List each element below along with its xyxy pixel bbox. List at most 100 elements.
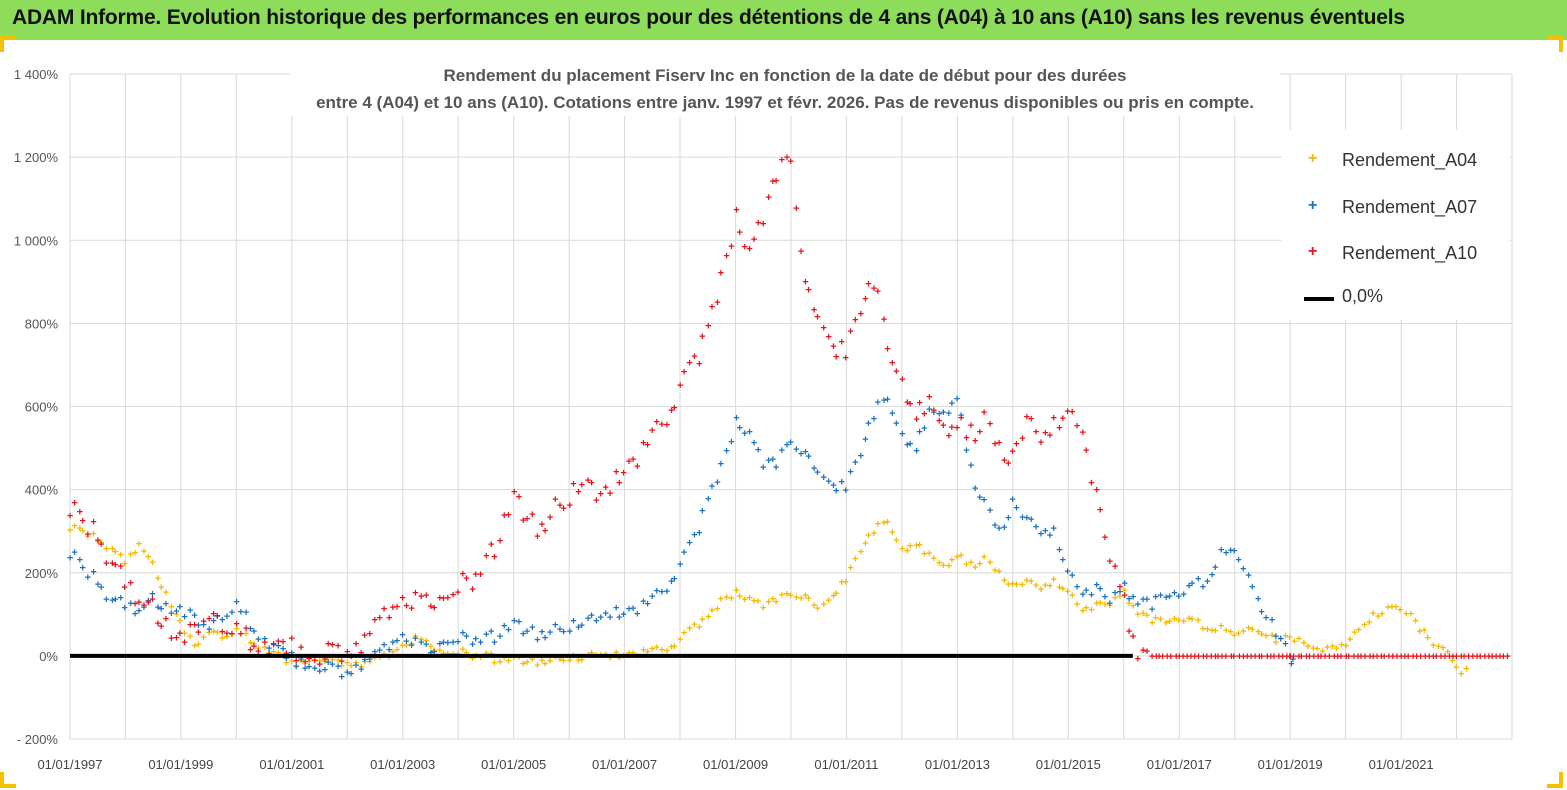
- data-point-marker: +: [1164, 651, 1170, 663]
- data-point-marker: +: [516, 652, 522, 664]
- data-point-marker: +: [317, 656, 323, 668]
- data-point-marker: +: [325, 652, 331, 664]
- data-point-marker: +: [71, 547, 77, 559]
- data-point-marker: +: [654, 642, 660, 654]
- data-point-marker: +: [1276, 651, 1282, 663]
- data-point-marker: +: [705, 611, 711, 623]
- data-point-marker: +: [1056, 544, 1062, 556]
- data-point-marker: +: [916, 540, 922, 552]
- data-point-marker: +: [696, 622, 702, 634]
- data-point-marker: +: [916, 426, 922, 438]
- data-point-marker: +: [830, 341, 836, 353]
- data-point-marker: +: [893, 366, 899, 378]
- data-point-marker: +: [588, 648, 594, 660]
- data-point-marker: +: [1094, 580, 1100, 592]
- data-point-marker: +: [1047, 430, 1053, 442]
- data-point-marker: +: [262, 633, 268, 645]
- data-point-marker: +: [949, 422, 955, 434]
- data-point-marker: +: [450, 637, 456, 649]
- data-point-marker: +: [1240, 563, 1246, 575]
- data-point-marker: +: [977, 492, 983, 504]
- data-point-marker: +: [1094, 485, 1100, 497]
- data-point-marker: +: [1256, 651, 1262, 663]
- data-point-marker: +: [121, 559, 127, 571]
- data-point-marker: +: [1212, 651, 1218, 663]
- data-point-marker: +: [353, 657, 359, 669]
- data-point-marker: +: [1263, 612, 1269, 624]
- data-point-marker: +: [613, 602, 619, 614]
- data-point-marker: +: [1235, 628, 1241, 640]
- data-point-marker: +: [399, 640, 405, 652]
- data-point-marker: +: [1074, 421, 1080, 433]
- data-point-marker: +: [1301, 637, 1307, 649]
- data-point-marker: +: [1338, 639, 1344, 651]
- data-point-marker: +: [640, 596, 646, 608]
- data-point-marker: +: [195, 620, 201, 632]
- data-point-marker: +: [1228, 651, 1234, 663]
- data-point-marker: +: [214, 627, 220, 639]
- data-point-marker: +: [1130, 600, 1136, 612]
- data-point-marker: +: [542, 633, 548, 645]
- data-point-marker: +: [784, 589, 790, 601]
- data-point-marker: +: [1001, 575, 1007, 587]
- plus-marker-icon: +: [1308, 197, 1318, 214]
- data-point-marker: +: [1042, 526, 1048, 538]
- data-point-marker: +: [547, 512, 553, 524]
- data-point-marker: +: [440, 637, 446, 649]
- data-point-marker: +: [312, 655, 318, 667]
- data-point-marker: +: [1117, 582, 1123, 594]
- data-point-marker: +: [335, 655, 341, 667]
- data-point-marker: +: [1033, 580, 1039, 592]
- data-point-marker: +: [567, 500, 573, 512]
- data-point-marker: +: [968, 460, 974, 472]
- data-point-marker: +: [469, 639, 475, 651]
- data-point-marker: +: [168, 633, 174, 645]
- data-point-marker: +: [283, 658, 289, 670]
- data-point-marker: +: [77, 555, 83, 567]
- data-point-marker: +: [613, 647, 619, 659]
- data-point-marker: +: [871, 413, 877, 425]
- data-point-marker: +: [893, 418, 899, 430]
- data-point-marker: +: [668, 576, 674, 588]
- data-point-marker: +: [1121, 585, 1127, 597]
- data-point-marker: +: [1088, 605, 1094, 617]
- data-point-marker: +: [1013, 503, 1019, 515]
- data-point-marker: +: [1227, 545, 1233, 557]
- data-point-marker: +: [557, 654, 563, 666]
- data-point-marker: +: [913, 446, 919, 458]
- data-point-marker: +: [1153, 651, 1159, 663]
- data-point-marker: +: [472, 633, 478, 645]
- data-point-marker: +: [814, 603, 820, 615]
- data-point-marker: +: [1245, 570, 1251, 582]
- data-point-marker: +: [1051, 412, 1057, 424]
- data-point-marker: +: [173, 609, 179, 621]
- data-point-marker: +: [1405, 651, 1411, 663]
- data-point-marker: +: [463, 647, 469, 659]
- data-point-marker: +: [262, 642, 268, 654]
- data-point-marker: +: [1444, 647, 1450, 659]
- data-point-marker: +: [302, 658, 308, 670]
- data-point-marker: +: [616, 477, 622, 489]
- data-point-marker: +: [570, 615, 576, 627]
- data-point-marker: +: [516, 492, 522, 504]
- data-point-marker: +: [798, 593, 804, 605]
- data-point-marker: +: [219, 633, 225, 645]
- chart-title-line: Rendement du placement Fiserv Inc en fon…: [443, 66, 1127, 85]
- data-point-marker: +: [1107, 556, 1113, 568]
- data-point-marker: +: [195, 639, 201, 651]
- data-point-marker: +: [1463, 664, 1469, 676]
- data-point-marker: +: [524, 626, 530, 638]
- data-point-marker: +: [428, 601, 434, 613]
- data-point-marker: +: [1167, 591, 1173, 603]
- data-point-marker: +: [1097, 597, 1103, 609]
- data-point-marker: +: [931, 407, 937, 419]
- data-point-marker: +: [728, 437, 734, 449]
- data-point-marker: +: [353, 639, 359, 651]
- data-point-marker: +: [1374, 651, 1380, 663]
- data-point-marker: +: [889, 358, 895, 370]
- data-point-marker: +: [805, 284, 811, 296]
- data-point-marker: +: [1440, 642, 1446, 654]
- data-point-marker: +: [575, 622, 581, 634]
- data-point-marker: +: [121, 603, 127, 615]
- data-point-marker: +: [1223, 547, 1229, 559]
